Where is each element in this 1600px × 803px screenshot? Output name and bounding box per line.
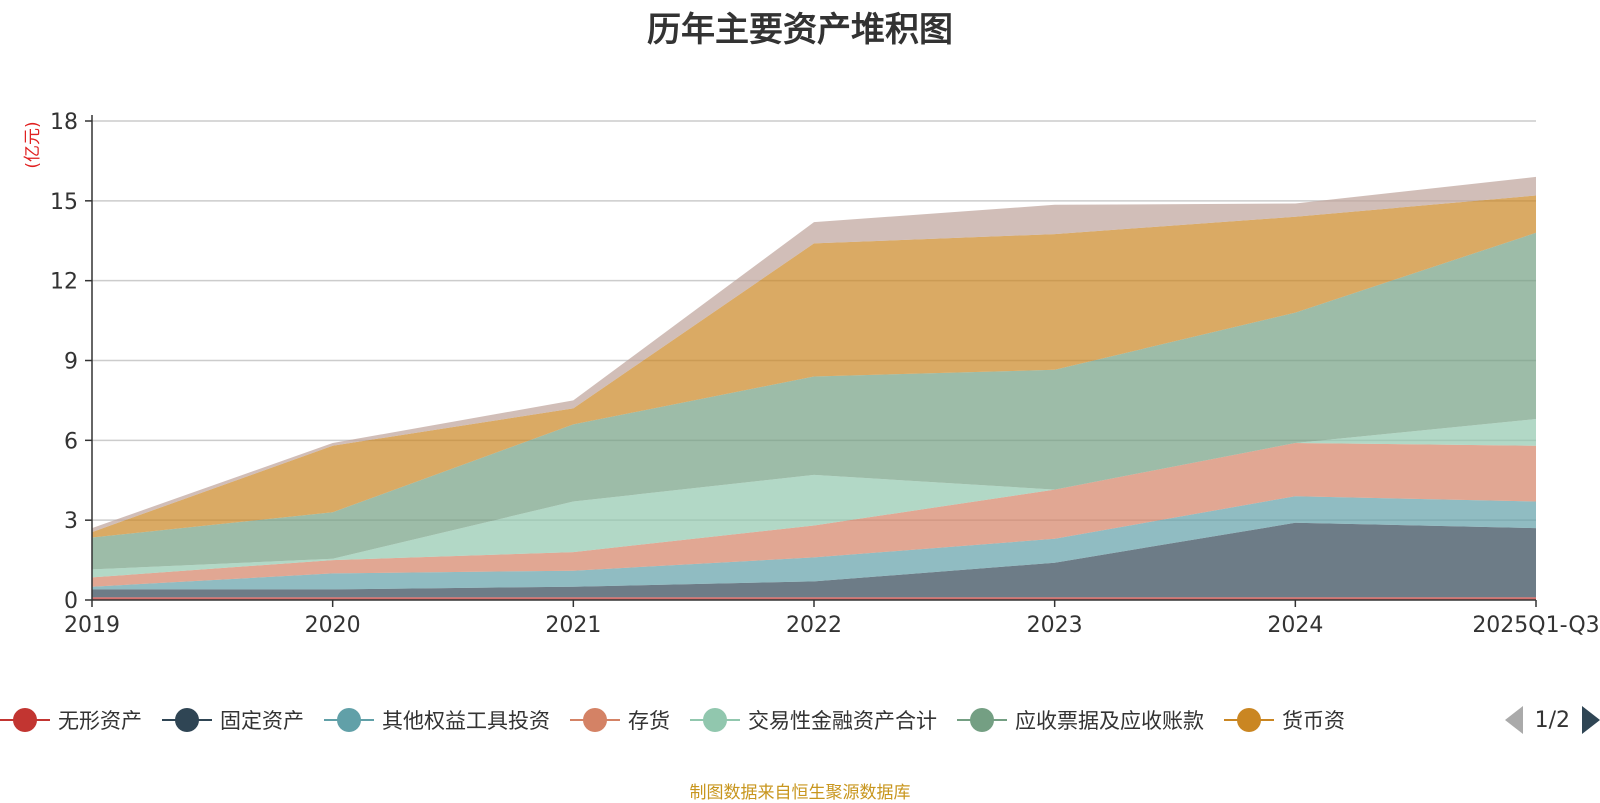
pager-prev-arrow-icon[interactable]: [1504, 706, 1523, 734]
x-tick-label: 2025Q1-Q3: [1472, 613, 1599, 638]
legend-marker-icon: [957, 708, 1007, 732]
legend-item[interactable]: 固定资产: [162, 705, 304, 735]
x-tick-label: 2024: [1267, 613, 1323, 638]
legend-marker-icon: [324, 708, 374, 732]
y-tick-label: 15: [50, 190, 78, 215]
source-note: 制图数据来自恒生聚源数据库: [689, 783, 911, 803]
legend-marker-icon: [0, 708, 50, 732]
chart-title: 历年主要资产堆积图: [647, 10, 953, 50]
legend-label: 无形资产: [58, 709, 142, 733]
area-series[interactable]: [92, 195, 1536, 538]
y-tick-label: 12: [50, 270, 78, 295]
legend-label: 其他权益工具投资: [382, 709, 550, 733]
area-series[interactable]: [92, 496, 1536, 590]
area-series[interactable]: [92, 232, 1536, 570]
legend: 无形资产 固定资产 其他权益工具投资 存货 交易性金融资产合计 应收票据及应收账款 货币资: [0, 702, 1600, 738]
x-tick-label: 2020: [305, 613, 361, 638]
legend-item[interactable]: 货币资: [1224, 705, 1345, 735]
legend-item[interactable]: 无形资产: [0, 705, 142, 735]
x-tick-label: 2019: [64, 613, 120, 638]
legend-label: 固定资产: [220, 709, 304, 733]
y-tick-label: 6: [64, 429, 78, 454]
y-tick-label: 18: [50, 110, 78, 135]
pager-next-arrow-icon[interactable]: [1582, 706, 1600, 734]
legend-label: 应收票据及应收账款: [1015, 709, 1204, 733]
x-tick-label: 2021: [545, 613, 601, 638]
legend-label: 存货: [628, 709, 670, 733]
legend-page-indicator: 1/2: [1534, 707, 1570, 733]
legend-label: 货币资: [1282, 709, 1345, 733]
y-tick-label: 9: [64, 350, 78, 375]
legend-item[interactable]: 其他权益工具投资: [324, 705, 550, 735]
area-series[interactable]: [92, 443, 1536, 587]
y-axis-unit-label: (亿元): [23, 121, 43, 168]
legend-item[interactable]: 存货: [570, 705, 670, 735]
legend-item[interactable]: 应收票据及应收账款: [957, 705, 1204, 735]
legend-marker-icon: [570, 708, 620, 732]
x-tick-label: 2023: [1027, 613, 1083, 638]
y-tick-label: 0: [64, 589, 78, 614]
legend-marker-icon: [690, 708, 740, 732]
area-series[interactable]: [92, 522, 1536, 598]
chart-plot: 0 3 6 9 12 15 18 2019 2020 2021 2022 2023 2024 2025Q1…: [23, 110, 1600, 638]
x-tick-label: 2022: [786, 613, 842, 638]
legend-pager: 1/2: [1470, 702, 1600, 738]
legend-label: 交易性金融资产合计: [748, 709, 937, 733]
legend-marker-icon: [162, 708, 212, 732]
legend-item[interactable]: 交易性金融资产合计: [690, 705, 937, 735]
area-series[interactable]: [92, 419, 1536, 578]
legend-marker-icon: [1224, 708, 1274, 732]
y-tick-label: 3: [64, 509, 78, 534]
